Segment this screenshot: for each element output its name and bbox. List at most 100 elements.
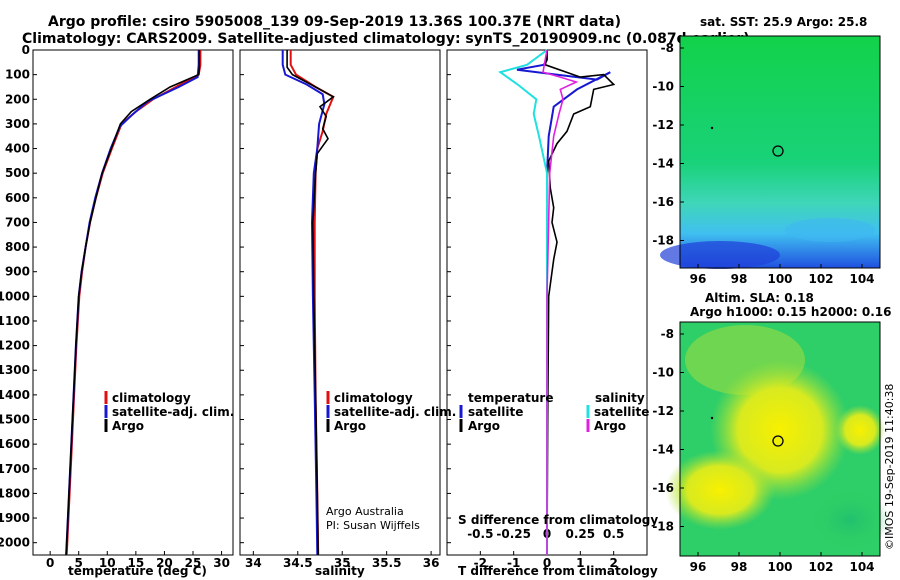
sst-map-ticks: 96 98 100 102 104 -8 -10 -12 -14 -16 -18 (652, 41, 874, 286)
depth-tick-label: 0 (22, 43, 30, 57)
legend-salinity-header: salinity (595, 391, 645, 405)
difference-xlabel: T difference from climatology (458, 564, 658, 578)
map-x-tick-label: 100 (767, 272, 792, 286)
depth-tick-label: 1400 (0, 388, 30, 402)
series-line-satellite-adj-clim- (281, 50, 326, 556)
x-tick-label: 36 (423, 556, 440, 570)
credit-line1: Argo Australia (326, 505, 404, 518)
depth-tick-label: 800 (5, 240, 30, 254)
depth-tick-label: 1300 (0, 363, 30, 377)
depth-tick-label: 1800 (0, 486, 30, 500)
depth-tick-label: 1700 (0, 462, 30, 476)
island-marker (710, 416, 714, 420)
series-line-temperature-satellite (516, 50, 611, 555)
series-line-salinity-argo (542, 49, 579, 555)
legend-climatology: climatology (334, 391, 413, 405)
s-difference-label: S difference from climatology (458, 513, 658, 527)
series-line-argo (286, 50, 335, 556)
map-y-tick-label: -10 (652, 80, 674, 94)
temperature-legend: climatology satellite-adj. clim. Argo (104, 391, 234, 433)
credit-line2: PI: Susan Wijffels (326, 519, 420, 532)
x-tick-label: 1 (576, 556, 584, 570)
sst-map-title: sat. SST: 25.9 Argo: 25.8 (700, 15, 867, 29)
map-y-tick-label: -8 (661, 327, 674, 341)
s-diff-tick-label: 0.5 (603, 527, 624, 541)
depth-tick-label: 1500 (0, 413, 30, 427)
header-line2: Climatology: CARS2009. Satellite-adjuste… (22, 31, 750, 47)
salinity-x-ticks: 34 34.5 35 35.5 36 (245, 551, 439, 570)
legend-t-argo: Argo (468, 419, 500, 433)
x-tick-label: 5 (75, 556, 83, 570)
salinity-legend: climatology satellite-adj. clim. Argo Ar… (326, 391, 456, 532)
legend-climatology: climatology (112, 391, 191, 405)
sst-cool-patch (785, 218, 875, 242)
temperature-panel-frame (32, 49, 234, 556)
series-line-argo (65, 50, 201, 556)
island-marker (710, 126, 714, 130)
sla-map-title1: Altim. SLA: 0.18 (705, 291, 814, 305)
sla-map-ticks: 96 98 100 102 104 -8 -10 -12 -14 -16 -18 (652, 327, 874, 574)
depth-tick-label: 1000 (0, 289, 30, 303)
x-tick-label: 34 (245, 556, 262, 570)
series-line-salinity-satellite (498, 49, 548, 555)
legend-t-satellite: satellite (468, 405, 523, 419)
series-line-temperature-argo (544, 50, 616, 556)
map-y-tick-label: -12 (652, 118, 674, 132)
depth-tick-label: 1900 (0, 511, 30, 525)
map-y-tick-label: -18 (652, 234, 674, 248)
x-tick-label: 25 (185, 556, 202, 570)
sla-high-patch (665, 450, 775, 530)
difference-legend: temperature salinity satellite Argo sate… (459, 391, 649, 433)
depth-tick-label: 1600 (0, 437, 30, 451)
depth-tick-label: 600 (5, 191, 30, 205)
temperature-xlabel: temperature (deg C) (68, 564, 207, 578)
map-x-tick-label: 102 (808, 272, 833, 286)
imos-watermark: ©IMOS 19-Sep-2019 11:40:38 (883, 384, 896, 550)
depth-tick-label: 100 (5, 68, 30, 82)
legend-satellite: satellite-adj. clim. (334, 405, 456, 419)
depth-tick-label: 900 (5, 265, 30, 279)
temperature-x-ticks: 0 5 10 15 20 25 30 (46, 551, 230, 570)
x-tick-label: 0 (543, 556, 551, 570)
map-x-tick-label: 102 (808, 560, 833, 574)
s-diff-tick-label: -0.5 (467, 527, 493, 541)
sla-high-patch (835, 405, 885, 455)
map-x-tick-label: 96 (690, 272, 707, 286)
map-x-tick-label: 98 (731, 560, 748, 574)
map-y-tick-label: -18 (652, 520, 674, 534)
sla-map (665, 321, 890, 557)
series-line-climatology (289, 50, 335, 556)
x-tick-label: 35.5 (372, 556, 402, 570)
sst-cool-patch (660, 241, 780, 269)
map-x-tick-label: 96 (690, 560, 707, 574)
x-tick-label: 20 (156, 556, 173, 570)
sla-low-patch (810, 490, 890, 550)
sst-map (660, 35, 881, 269)
depth-tick-label: 200 (5, 92, 30, 106)
map-y-tick-label: -14 (652, 443, 674, 457)
argo-location-marker (772, 435, 784, 447)
legend-satellite: satellite-adj. clim. (112, 405, 234, 419)
depth-tick-label: 700 (5, 215, 30, 229)
header-line1: Argo profile: csiro 5905008_139 09-Sep-2… (48, 14, 621, 30)
sla-map-title2: Argo h1000: 0.15 h2000: 0.16 (690, 305, 891, 319)
depth-tick-label: 500 (5, 166, 30, 180)
map-y-tick-label: -12 (652, 404, 674, 418)
series-line-satellite-adj-clim- (65, 50, 200, 556)
legend-argo: Argo (112, 419, 144, 433)
legend-argo: Argo (334, 419, 366, 433)
salinity-panel-frame (239, 49, 441, 556)
legend-temperature-header: temperature (468, 391, 553, 405)
depth-tick-label: 1200 (0, 339, 30, 353)
x-tick-label: 2 (609, 556, 617, 570)
map-y-tick-label: -10 (652, 366, 674, 380)
argo-location-marker (772, 145, 784, 157)
x-tick-label: 0 (46, 556, 54, 570)
map-y-tick-label: -16 (652, 481, 674, 495)
depth-tick-label: 2000 (0, 536, 30, 550)
depth-tick-label: 300 (5, 117, 30, 131)
x-tick-label: 30 (213, 556, 230, 570)
x-tick-label: -2 (474, 556, 487, 570)
depth-tick-label: 1100 (0, 314, 30, 328)
